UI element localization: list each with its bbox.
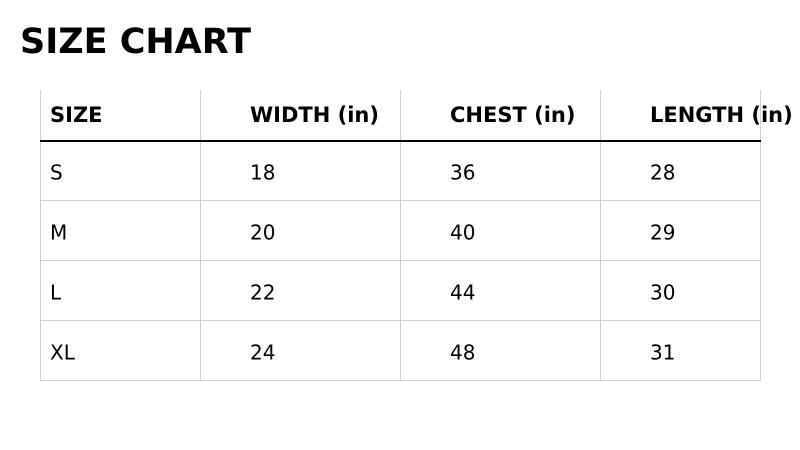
table-cell: 40 (450, 221, 475, 245)
header-cell: WIDTH (in) (250, 103, 379, 127)
table-cell: M (50, 221, 67, 245)
table-cell: 29 (650, 221, 675, 245)
header-cell: CHEST (in) (450, 103, 575, 127)
table-cell: 44 (450, 281, 475, 305)
table-cell: 22 (250, 281, 275, 305)
table-cell: 30 (650, 281, 675, 305)
table-cell: L (50, 281, 62, 305)
table-cell: 36 (450, 161, 475, 185)
table-cell: S (50, 161, 63, 185)
table-cell: 18 (250, 161, 275, 185)
table-grid (40, 90, 761, 381)
header-cell: SIZE (50, 103, 103, 127)
table-cell: 20 (250, 221, 275, 245)
table-cell: 24 (250, 341, 275, 365)
table-cell: 28 (650, 161, 675, 185)
table-cell: 48 (450, 341, 475, 365)
title: SIZE CHART (20, 22, 251, 62)
table-cell: XL (50, 341, 76, 365)
header-cell: LENGTH (in) (650, 103, 793, 127)
table-cell: 31 (650, 341, 675, 365)
